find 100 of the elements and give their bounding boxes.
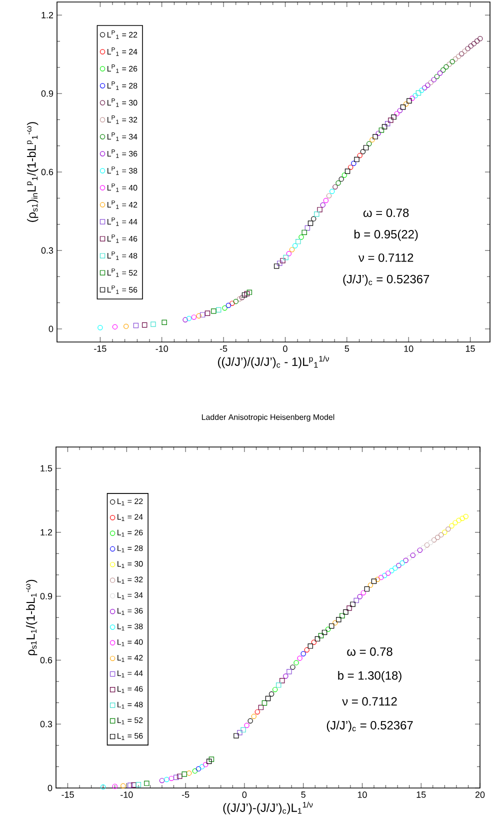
point [300, 651, 306, 656]
point [340, 613, 345, 618]
point [435, 534, 440, 540]
point [226, 302, 232, 308]
point [168, 776, 174, 782]
point [192, 768, 198, 774]
point [274, 264, 280, 269]
y-tick-label: 0.9 [41, 90, 54, 97]
point [452, 56, 458, 62]
x-tick-label: 5 [301, 792, 306, 798]
point [389, 568, 394, 574]
point [363, 145, 369, 150]
point [164, 776, 170, 782]
point [294, 660, 299, 666]
point [452, 520, 458, 526]
point [222, 305, 228, 311]
point [289, 247, 295, 252]
point [370, 137, 375, 142]
point [431, 77, 436, 82]
x-tick-label: 0 [283, 346, 288, 352]
point [336, 180, 341, 186]
point [186, 770, 192, 776]
point [434, 74, 440, 80]
x-tick-label: 15 [416, 792, 426, 798]
y-tick-label: 0.6 [41, 168, 54, 176]
point [329, 188, 335, 194]
point [323, 198, 329, 204]
point [416, 90, 422, 96]
point [420, 545, 426, 550]
point [239, 294, 245, 300]
point [425, 82, 430, 88]
point [422, 85, 428, 90]
y-tick-label: 0.3 [40, 720, 52, 728]
point [272, 686, 278, 692]
point [410, 552, 416, 558]
point [251, 714, 256, 719]
point [317, 207, 322, 212]
point [242, 292, 248, 298]
x-tick-label: -10 [156, 346, 168, 352]
point [460, 516, 465, 522]
point [292, 243, 298, 248]
point [446, 62, 452, 67]
point [350, 602, 356, 607]
point [308, 643, 313, 649]
point [246, 290, 252, 295]
point [150, 322, 156, 327]
point [298, 234, 304, 240]
point [280, 678, 285, 684]
point [354, 598, 359, 604]
point [371, 578, 377, 584]
point [366, 141, 372, 146]
y-tick-label: 1.2 [40, 529, 52, 536]
x-tick-label: -5 [220, 346, 228, 352]
point [442, 530, 448, 535]
point [396, 562, 402, 568]
point [332, 184, 338, 190]
point [186, 316, 192, 322]
annotation: b = 0.95(22) [354, 230, 418, 241]
y-tick-label: 1.5 [40, 465, 52, 472]
point [462, 48, 468, 54]
point [200, 312, 206, 318]
x-tick-label: -15 [62, 792, 74, 798]
point [322, 630, 328, 636]
point [162, 320, 167, 325]
point [311, 640, 317, 645]
point [286, 669, 292, 674]
point [191, 314, 197, 320]
point [208, 756, 214, 762]
point [417, 548, 423, 553]
point [206, 758, 212, 764]
point [406, 98, 412, 104]
point [236, 296, 242, 302]
point [382, 124, 388, 130]
point [400, 104, 406, 110]
point [374, 576, 380, 582]
point [216, 307, 222, 312]
point [182, 772, 187, 777]
point [372, 134, 378, 140]
point [354, 156, 360, 162]
point [268, 691, 274, 697]
point [98, 325, 103, 330]
point [368, 582, 374, 588]
point [286, 251, 292, 256]
point [428, 80, 434, 86]
point [204, 310, 210, 316]
y-tick-label: 0.6 [40, 656, 52, 664]
point [346, 606, 352, 611]
point [258, 704, 264, 710]
y-tick-label: 1.2 [42, 12, 54, 18]
point [202, 762, 208, 768]
point [177, 774, 182, 779]
point [468, 43, 474, 49]
point [302, 230, 307, 236]
point [100, 784, 106, 790]
point [136, 782, 142, 788]
point [431, 537, 437, 543]
point [360, 149, 366, 154]
point [308, 220, 314, 226]
point [437, 70, 443, 76]
point [123, 324, 129, 329]
